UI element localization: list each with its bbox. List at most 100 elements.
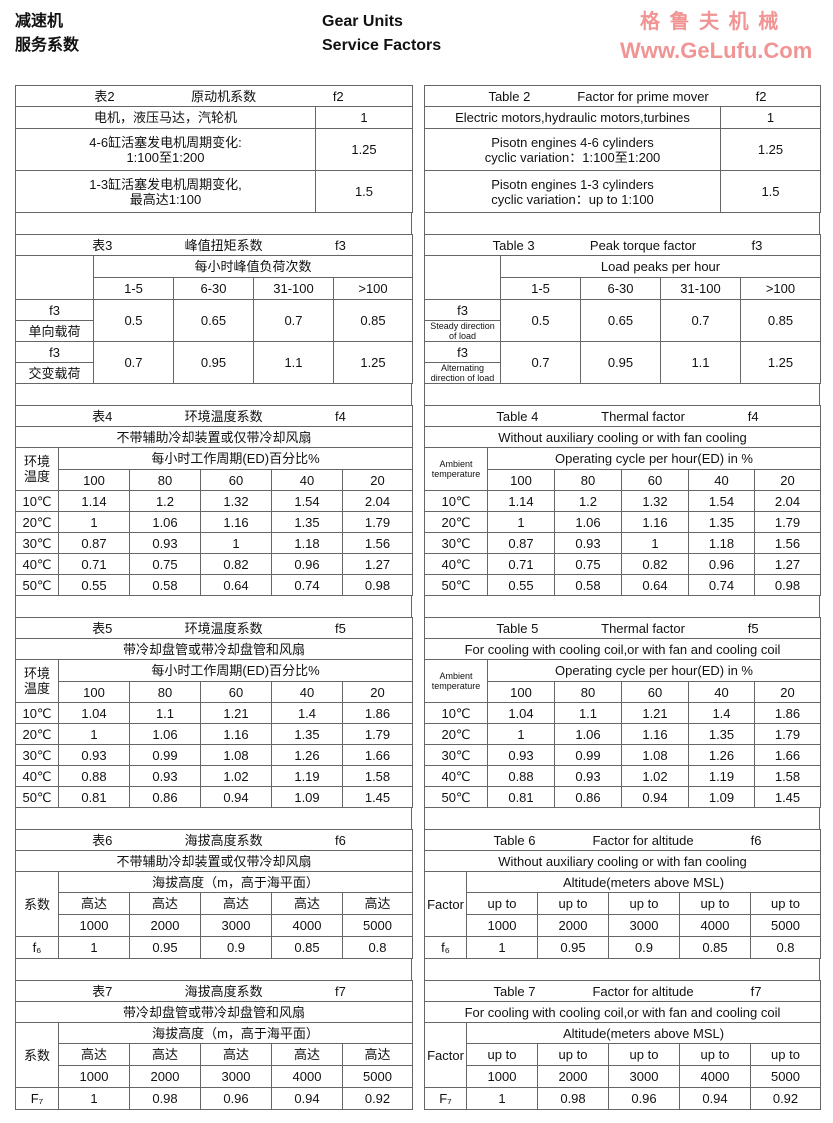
column-header: 100 (58, 681, 130, 703)
temperature-label: 10℃ (424, 702, 488, 724)
en-title-line1: Gear Units (322, 13, 403, 30)
table-row: 20℃ 1 1.06 1.16 1.35 1.79 (15, 511, 413, 533)
temperature-label: 10℃ (15, 702, 59, 724)
column-header-prefix: up to (749, 892, 822, 915)
factor-value: 0.95 (580, 341, 661, 384)
factor-value: 0.98 (537, 1087, 609, 1110)
row-label: f3 (15, 341, 94, 363)
table-row: 1000 2000 3000 4000 5000 (425, 914, 822, 937)
column-header-prefix: up to (466, 892, 538, 915)
table-5-thermal: Table 5 Thermal factor f5 For cooling with … (423, 617, 822, 808)
table-row: 带冷却盘管或带冷却盘管和风扇 (15, 638, 413, 660)
factor-value: 1.08 (200, 744, 272, 766)
column-header-prefix: up to (537, 1043, 609, 1066)
factor-value: 1.32 (200, 490, 272, 512)
column-header-prefix: up to (679, 892, 751, 915)
factor-value: 0.98 (342, 574, 413, 596)
factor-value: 1.25 (332, 341, 414, 384)
column-group-header: 每小时工作周期(ED)百分比% (58, 447, 413, 470)
row-header: 系数 (15, 871, 59, 937)
factor-value: 0.65 (173, 299, 254, 342)
column-header: 2000 (537, 1065, 609, 1088)
table-title-row: 表2 原动机系数 f2 (15, 85, 413, 107)
factor-value: 1 (315, 106, 413, 129)
row-sublabel: Alternating direction of load (424, 362, 501, 384)
table-row: f3 0.5 0.65 0.7 0.85 (424, 299, 821, 342)
empty-corner (424, 255, 501, 300)
column-header-prefix: 高达 (58, 892, 130, 915)
column-header: 31-100 (660, 277, 741, 300)
table-row: Load peaks per hour (424, 255, 821, 300)
factor-value: 0.74 (271, 574, 343, 596)
factor-value: 0.82 (200, 553, 272, 575)
column-header-prefix: 高达 (200, 892, 272, 915)
table-7-altitude: 表7 海拔高度系数 f7 带冷却盘管或带冷却盘管和风扇 系数 海拔高度（m，高于海平面）高… (15, 980, 413, 1110)
column-header-prefix: 高达 (271, 1043, 343, 1066)
column-header-prefix: 高达 (200, 1043, 272, 1066)
spacer-row (15, 959, 412, 980)
column-header: 100 (487, 469, 555, 491)
factor-value: 1.4 (271, 702, 343, 724)
factor-value: 1.09 (688, 786, 755, 808)
temperature-label: 30℃ (424, 532, 488, 554)
factor-value: 1 (487, 511, 555, 533)
factor-value: 1 (466, 1087, 538, 1110)
temperature-label: 50℃ (15, 574, 59, 596)
table-name: Factor for altitude (592, 832, 694, 848)
table-title: 表4 环境温度系数 f4 (16, 409, 412, 424)
table-row: Without auxiliary cooling or with fan co… (423, 426, 822, 448)
table-row: 40℃ 0.71 0.75 0.82 0.96 1.27 (424, 553, 822, 575)
table-title: Table 6 Factor for altitude f6 (425, 833, 820, 848)
factor-value: 0.95 (537, 936, 609, 959)
table-title-row: 表7 海拔高度系数 f7 (15, 980, 413, 1002)
table-number: Table 6 (493, 832, 536, 848)
spacer-row (15, 213, 412, 234)
factor-value: 1.56 (342, 532, 413, 554)
factor-value: 0.75 (554, 553, 622, 575)
column-header: 60 (621, 681, 689, 703)
factor-value: 1.1 (554, 702, 622, 724)
cn-title-line1: 减速机 (15, 13, 64, 30)
table-row: 环境 温度 每小时工作周期(ED)百分比% (15, 659, 413, 703)
factor-value: 1.27 (753, 553, 822, 575)
factor-value: 1.21 (621, 702, 689, 724)
factor-value: 1.14 (487, 490, 555, 512)
table-row: 1000 2000 3000 4000 5000 (16, 914, 413, 937)
table-row: 50℃ 0.55 0.58 0.64 0.74 0.98 (424, 574, 822, 596)
table-title-row: Table 7 Factor for altitude f7 (423, 980, 822, 1002)
factor-symbol: f7 (750, 983, 762, 999)
column-group-header: Altitude(meters above MSL) (465, 871, 822, 893)
table-row: 不带辅助冷却装置或仅带冷却风扇 (15, 850, 413, 872)
temperature-label: 50℃ (15, 786, 59, 808)
table-name: Factor for altitude (592, 983, 694, 999)
table-row: Pisotn engines 1-3 cylinders cyclic vari… (424, 170, 821, 213)
column-header: 1-5 (500, 277, 581, 300)
temperature-label: 50℃ (424, 786, 488, 808)
table-subtitle: 带冷却盘管或带冷却盘管和风扇 (15, 638, 413, 660)
table-title-row: Table 6 Factor for altitude f6 (423, 829, 822, 851)
column-header-prefix: 高达 (271, 892, 343, 915)
row-label: f3 (424, 341, 501, 363)
table-row: 带冷却盘管或带冷却盘管和风扇 (15, 1001, 413, 1023)
factor-value: 0.94 (621, 786, 689, 808)
table-row: f3 0.5 0.65 0.7 0.85 (15, 299, 414, 342)
row-header: 环境 温度 (15, 447, 59, 491)
factor-value: 1.32 (621, 490, 689, 512)
factor-value: 1.66 (342, 744, 413, 766)
table-title-row: 表5 环境温度系数 f5 (15, 617, 413, 639)
factor-symbol: f6 (334, 832, 346, 848)
table-title: Table 3 Peak torque factor f3 (425, 238, 820, 253)
table-name: 环境温度系数 (184, 620, 263, 636)
table-row: 1000 2000 3000 4000 5000 (16, 1065, 413, 1088)
column-header: 4000 (679, 914, 751, 937)
factor-value: 0.92 (749, 1087, 822, 1110)
factor-value: 0.93 (129, 532, 201, 554)
factor-value: 1.25 (740, 341, 821, 384)
factor-symbol: f3 (334, 237, 346, 253)
table-row: 每小时峰值负荷次数 (15, 255, 414, 300)
temperature-label: 40℃ (424, 553, 488, 575)
watermark-cn: 格 鲁 夫 机 械 (640, 11, 781, 33)
table-number: Table 4 (496, 408, 539, 424)
factor-value: 0.98 (129, 1087, 201, 1110)
factor-value: 0.93 (487, 744, 555, 766)
